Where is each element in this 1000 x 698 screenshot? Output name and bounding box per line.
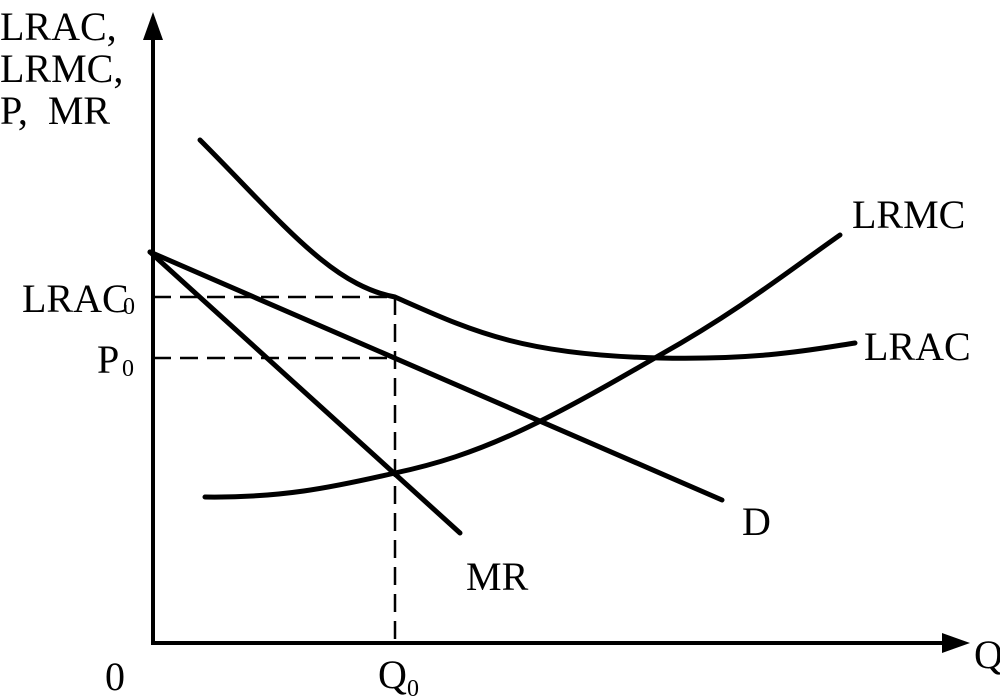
mr-curve	[147, 249, 463, 536]
y-axis-label-line-3: P, MR	[0, 88, 110, 133]
lrac0-label-main: LRAC	[22, 276, 129, 321]
lrac0-label-subscript: 0	[123, 294, 135, 320]
mr-curve-label: MR	[466, 554, 529, 599]
lrac0-label: LRAC 0	[22, 276, 135, 321]
lrac-curve	[197, 137, 858, 361]
q0-label-main: Q	[378, 652, 407, 697]
lrac-curve-label: LRAC	[864, 324, 971, 369]
origin-label: 0	[105, 654, 125, 698]
p0-label-subscript: 0	[122, 356, 134, 382]
x-axis-label: Q	[974, 632, 1000, 677]
y-axis-label-line-2: LRMC,	[0, 46, 123, 91]
demand-curve	[147, 249, 725, 503]
q0-label: Q 0	[378, 652, 419, 698]
demand-curve-label: D	[742, 499, 771, 544]
q0-label-subscript: 0	[407, 676, 419, 698]
y-axis-label-line-1: LRAC,	[0, 4, 117, 49]
y-axis-arrowhead	[143, 12, 163, 40]
lrmc-curve	[202, 232, 843, 500]
p0-label: P 0	[97, 337, 134, 382]
p0-label-main: P	[97, 337, 119, 382]
x-axis-arrowhead	[942, 633, 970, 653]
lrmc-curve-label: LRMC	[852, 192, 965, 237]
